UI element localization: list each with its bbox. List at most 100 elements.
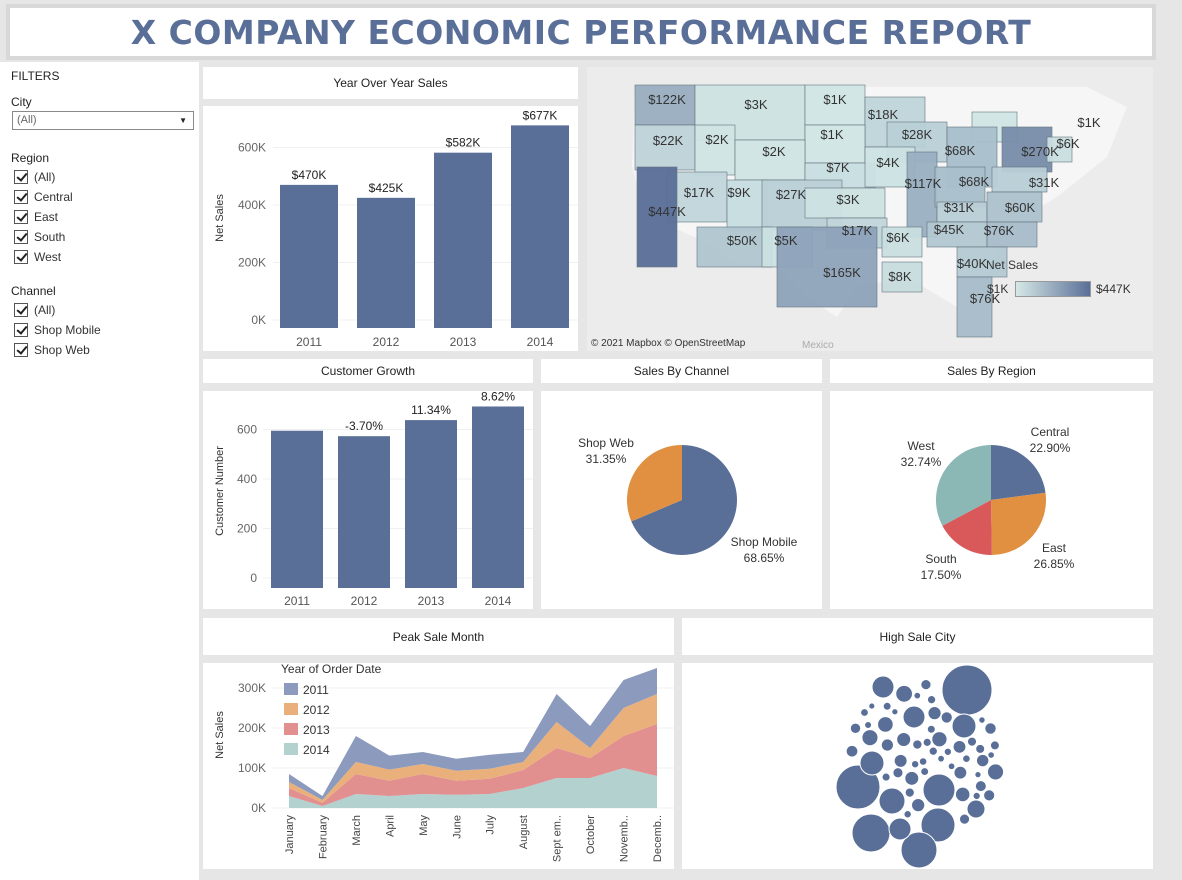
y-tick-label: 600 bbox=[237, 423, 257, 437]
city-bubble bbox=[851, 813, 891, 853]
y-tick-label: 0K bbox=[251, 313, 266, 327]
city-bubble bbox=[978, 716, 986, 724]
legend-label: 2013 bbox=[303, 723, 330, 737]
map-state-label: $9K bbox=[727, 185, 750, 200]
checkbox-checked-icon[interactable] bbox=[14, 303, 28, 317]
map-state-label: $2K bbox=[762, 144, 785, 159]
legend-swatch-2012 bbox=[284, 703, 298, 715]
bar-2011 bbox=[271, 430, 323, 588]
city-bubble bbox=[966, 799, 986, 819]
channel-option-shop-web[interactable]: Shop Web bbox=[14, 342, 90, 358]
city-bubble bbox=[974, 771, 982, 779]
region-filter-label: Region bbox=[11, 151, 50, 165]
city-bubble bbox=[927, 706, 942, 721]
region-option-label: West bbox=[34, 250, 62, 264]
region-option-central[interactable]: Central bbox=[14, 189, 73, 205]
checkbox-checked-icon[interactable] bbox=[14, 343, 28, 357]
sales-map[interactable]: $122K $3K $1K$18K$1K$22K $2K$1K$28K$270K$6K… bbox=[587, 67, 1153, 351]
map-state-label: $6K bbox=[1056, 136, 1079, 151]
city-bubble bbox=[983, 789, 996, 802]
map-state bbox=[1046, 136, 1073, 163]
region-option-label: (All) bbox=[34, 170, 56, 184]
pie-slice-percent: 31.35% bbox=[586, 452, 627, 466]
bar-value-label: 11.34% bbox=[411, 403, 451, 417]
high-sale-city-panel bbox=[682, 663, 1153, 869]
city-bubble bbox=[959, 813, 970, 825]
pie-slice-name: Central bbox=[1031, 425, 1070, 439]
map-state-label: $1K bbox=[820, 127, 843, 142]
checkbox-checked-icon[interactable] bbox=[14, 210, 28, 224]
pie-slice-south bbox=[942, 500, 992, 555]
city-bubble bbox=[943, 747, 952, 756]
city-bubble bbox=[868, 702, 876, 710]
chevron-down-icon: ▼ bbox=[179, 116, 187, 125]
bar-value-label: 8.62% bbox=[481, 391, 515, 403]
city-bubble bbox=[903, 810, 912, 819]
channel-filter-label: Channel bbox=[11, 284, 56, 298]
x-tick-label: April bbox=[384, 815, 396, 837]
map-place-label: Mexico bbox=[802, 340, 834, 351]
checkbox-checked-icon[interactable] bbox=[14, 230, 28, 244]
region-option-all[interactable]: (All) bbox=[14, 169, 55, 185]
city-bubble bbox=[967, 736, 977, 747]
region-option-south[interactable]: South bbox=[14, 229, 65, 245]
checkbox-checked-icon[interactable] bbox=[14, 323, 28, 337]
x-tick-label: 2013 bbox=[418, 594, 445, 608]
map-state-label: $3K bbox=[836, 192, 859, 207]
pie-slice-west bbox=[936, 445, 991, 526]
map-legend-max: $447K bbox=[1096, 282, 1131, 296]
city-bubble bbox=[927, 724, 936, 734]
channel-option-shop-mobile[interactable]: Shop Mobile bbox=[14, 322, 101, 338]
map-legend-gradient bbox=[1015, 281, 1091, 297]
city-bubble bbox=[904, 787, 915, 798]
map-state-label: $4K bbox=[876, 155, 899, 170]
legend-swatch-2014 bbox=[284, 743, 298, 755]
map-state bbox=[864, 146, 916, 188]
city-bubble bbox=[953, 765, 968, 780]
channel-option-all[interactable]: (All) bbox=[14, 302, 55, 318]
city-bubble bbox=[845, 745, 859, 758]
checkbox-checked-icon[interactable] bbox=[14, 170, 28, 184]
area-series-2012 bbox=[289, 694, 657, 803]
map-state-label: $60K bbox=[1005, 200, 1036, 215]
bar-value-label: -3.70% bbox=[345, 419, 383, 433]
checkbox-checked-icon[interactable] bbox=[14, 190, 28, 204]
map-state-label: $2K bbox=[705, 132, 728, 147]
x-tick-label: 2014 bbox=[485, 594, 512, 608]
map-state-label: $122K bbox=[648, 92, 686, 107]
filters-title: FILTERS bbox=[11, 69, 60, 83]
x-tick-label: 2011 bbox=[296, 335, 322, 349]
region-option-east[interactable]: East bbox=[14, 209, 58, 225]
city-bubble bbox=[912, 739, 923, 750]
pie-slice-shop-web bbox=[627, 445, 682, 522]
city-dropdown[interactable]: (All) ▼ bbox=[12, 111, 194, 130]
pie-slice-central bbox=[991, 445, 1046, 500]
map-state-label: $45K bbox=[934, 222, 965, 237]
city-bubble bbox=[911, 798, 926, 813]
city-bubble bbox=[864, 721, 872, 729]
map-state-label: $50K bbox=[727, 233, 758, 248]
region-option-west[interactable]: West bbox=[14, 249, 61, 265]
map-state bbox=[776, 226, 878, 308]
x-tick-label: 2012 bbox=[373, 335, 400, 349]
city-bubble bbox=[896, 732, 912, 747]
bar-2013 bbox=[405, 420, 457, 588]
map-state bbox=[804, 187, 886, 219]
pie-slice-name: Shop Web bbox=[578, 436, 634, 450]
y-tick-label: 100K bbox=[238, 761, 266, 775]
pie-slice-percent: 17.50% bbox=[921, 568, 962, 582]
map-state-label: $5K bbox=[774, 233, 797, 248]
checkbox-checked-icon[interactable] bbox=[14, 250, 28, 264]
map-state-label: $68K bbox=[945, 143, 976, 158]
city-bubble bbox=[947, 762, 956, 770]
city-bubble bbox=[888, 817, 912, 841]
x-tick-label: February bbox=[317, 815, 329, 860]
bar-2012 bbox=[357, 197, 415, 328]
map-state-label: $3K bbox=[744, 97, 767, 112]
city-bubble bbox=[976, 754, 990, 768]
bar-2014 bbox=[511, 125, 569, 328]
sales-map-panel: $122K $3K $1K $18K $1K $22K $2K $1K $28K $270K $6K… bbox=[587, 67, 1153, 351]
map-state bbox=[636, 166, 678, 268]
sales-by-channel-panel: Shop Mobile 68.65% Shop Web 31.35% bbox=[541, 391, 822, 609]
